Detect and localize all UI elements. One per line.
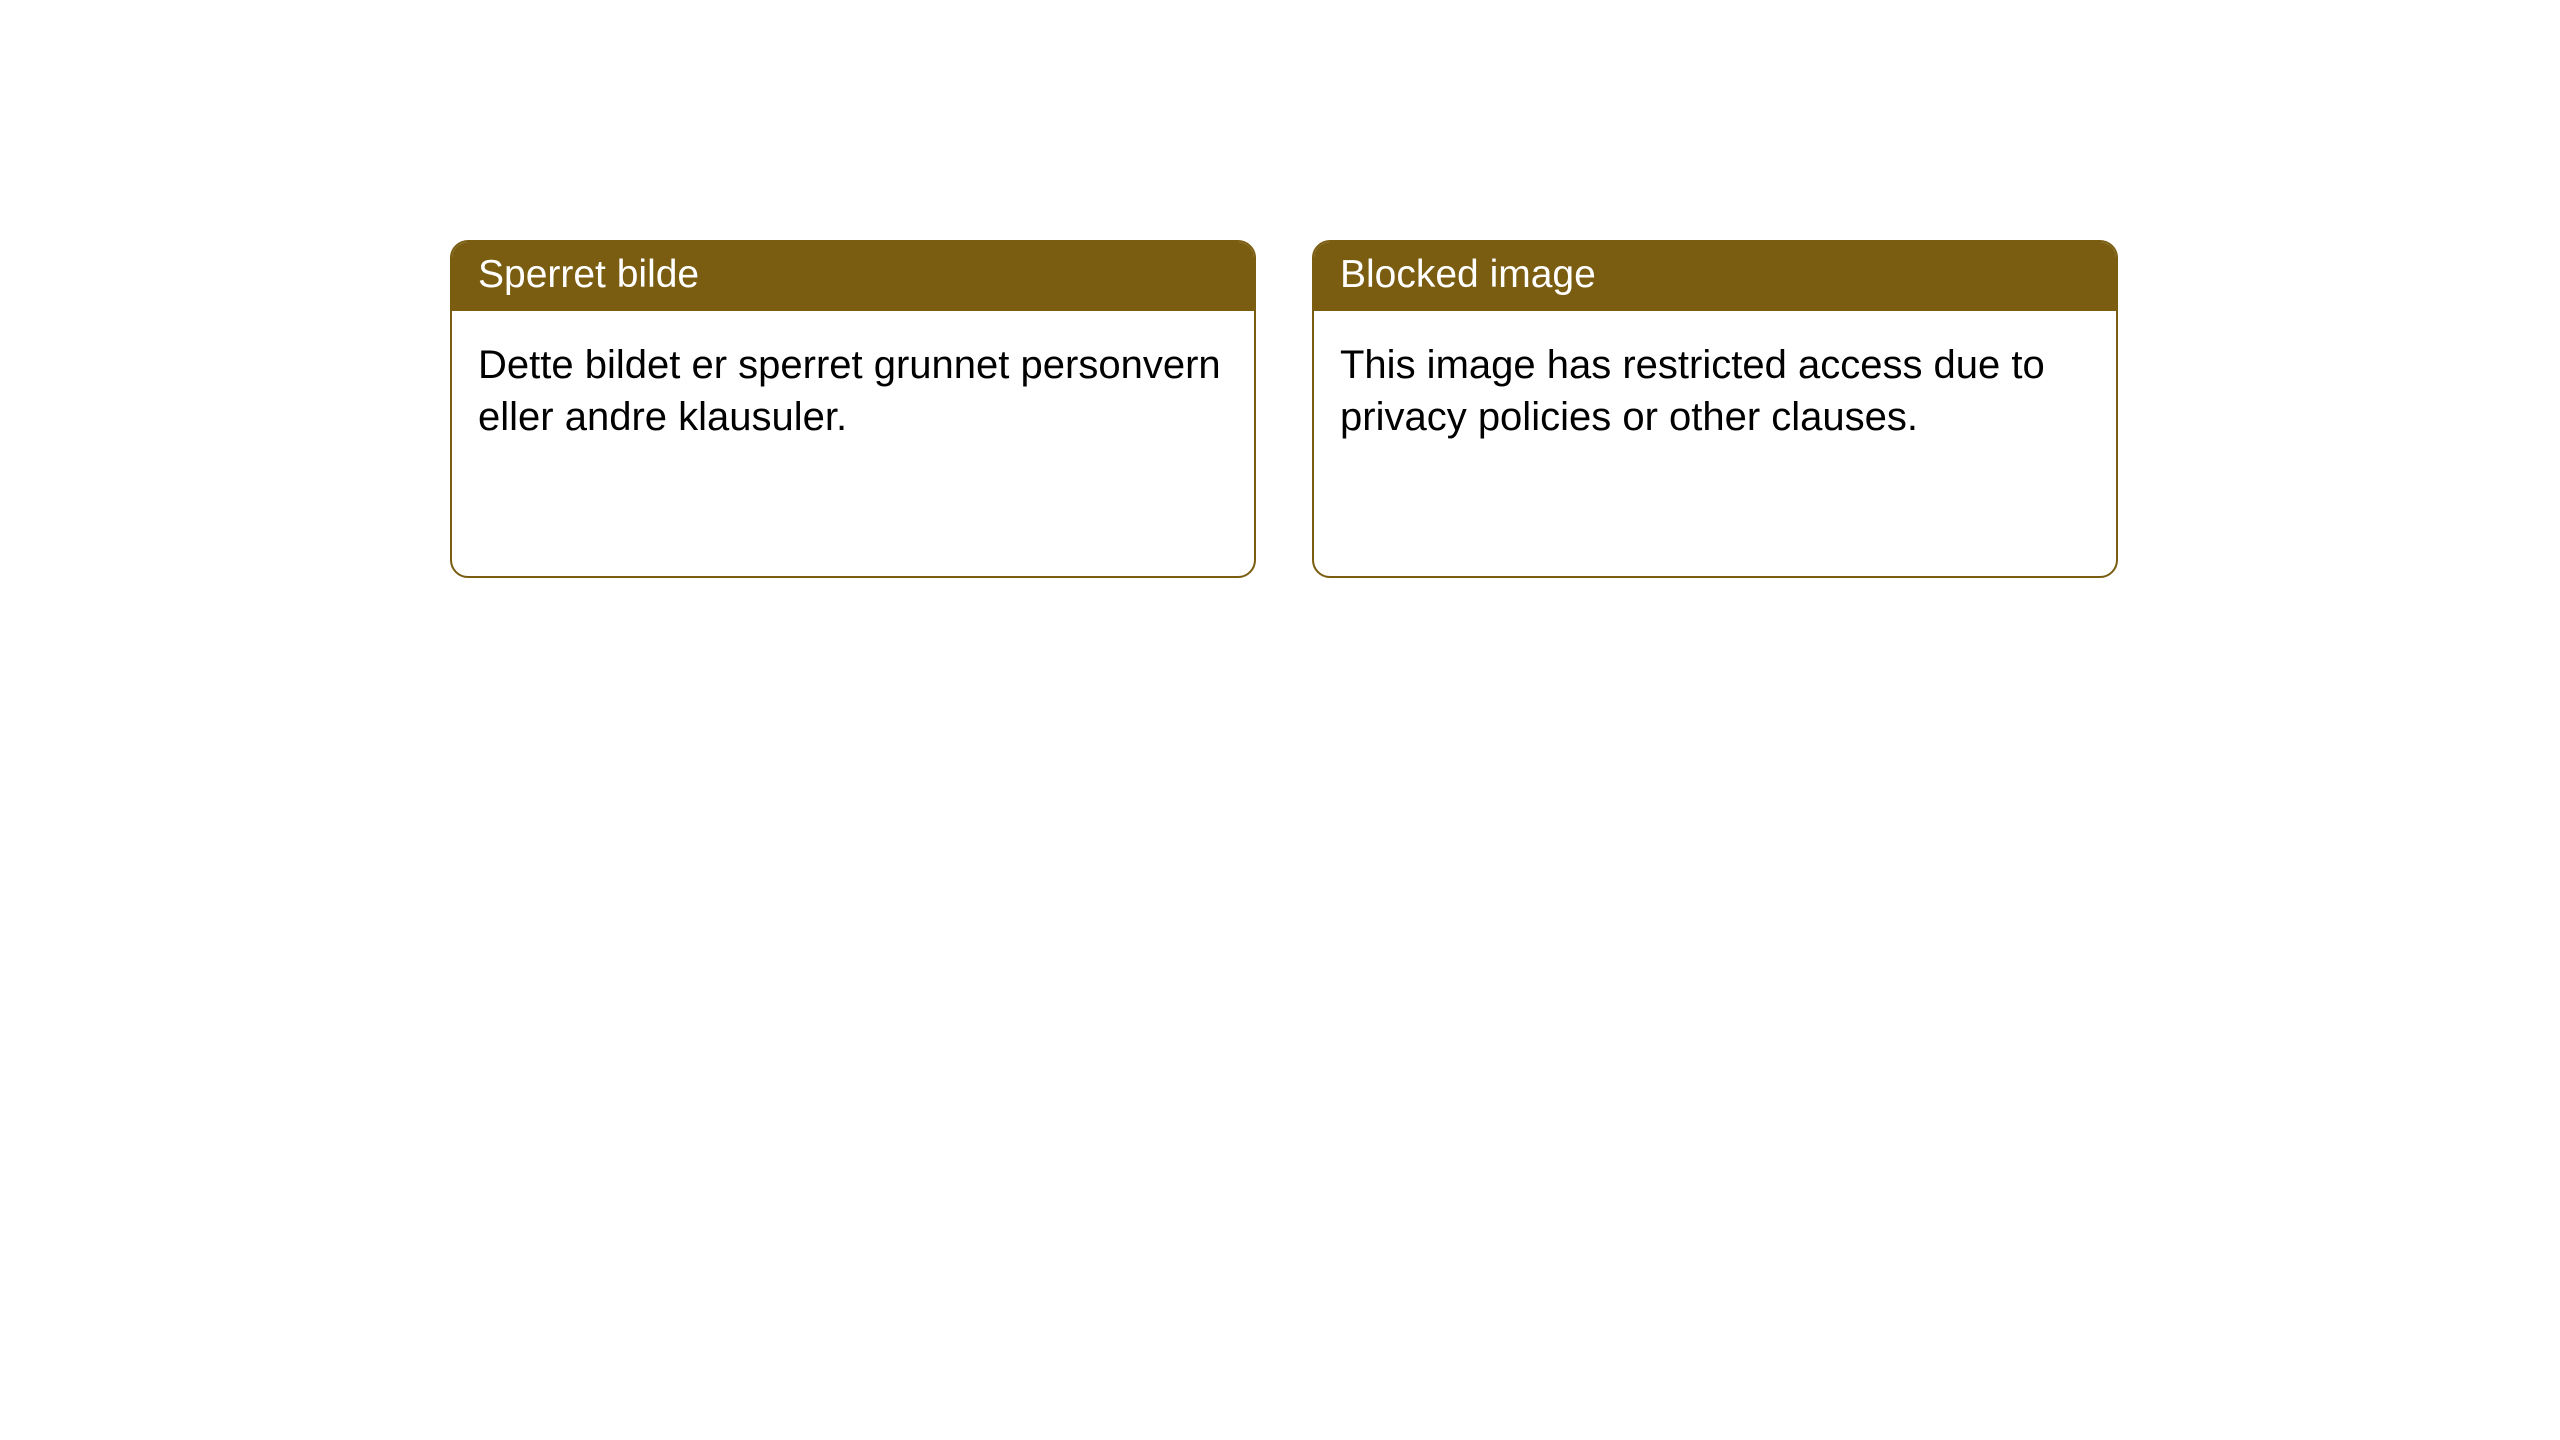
notice-body-en: This image has restricted access due to …	[1314, 311, 2116, 472]
notice-container: Sperret bilde Dette bildet er sperret gr…	[0, 0, 2560, 578]
notice-title-no: Sperret bilde	[452, 242, 1254, 311]
notice-body-no: Dette bildet er sperret grunnet personve…	[452, 311, 1254, 472]
notice-card-no: Sperret bilde Dette bildet er sperret gr…	[450, 240, 1256, 578]
notice-card-en: Blocked image This image has restricted …	[1312, 240, 2118, 578]
notice-title-en: Blocked image	[1314, 242, 2116, 311]
